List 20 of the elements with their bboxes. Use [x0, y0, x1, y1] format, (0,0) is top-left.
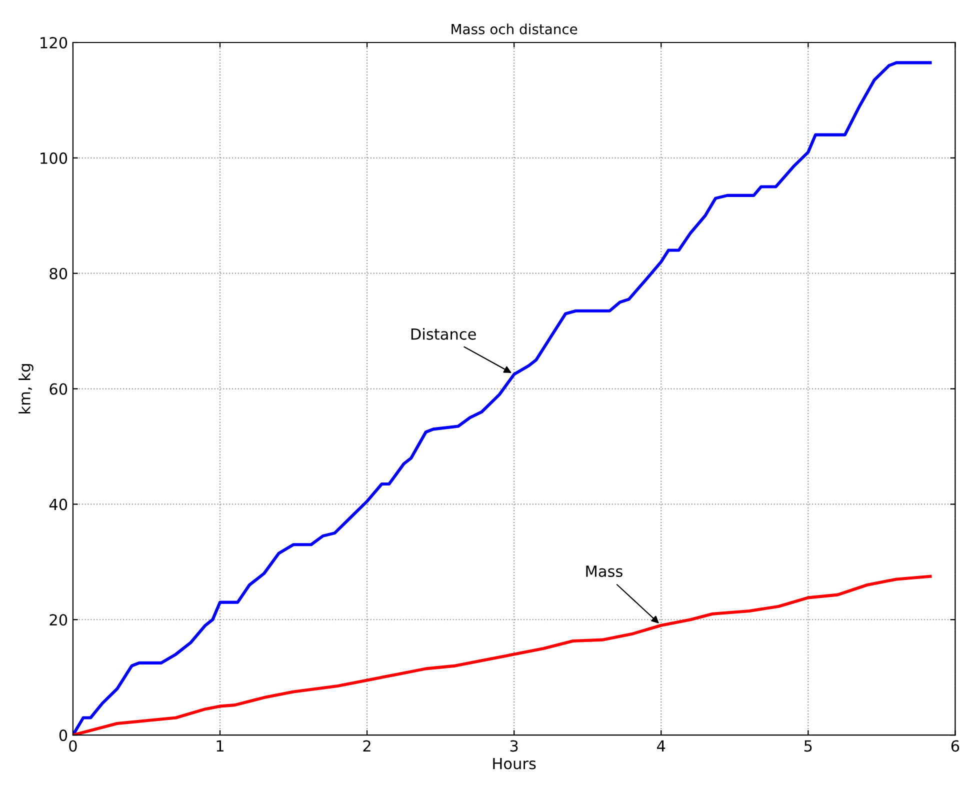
annotation: Mass	[586, 566, 622, 578]
x-tick-label: 6	[951, 740, 960, 752]
x-axis-title: Hours	[493, 758, 536, 770]
y-tick-label: 0	[59, 730, 68, 742]
annotation: Distance	[411, 328, 476, 340]
x-tick-label: 4	[657, 740, 666, 752]
y-tick-label: 20	[50, 614, 68, 626]
y-axis-title: km, kg	[18, 364, 34, 414]
x-tick-label: 3	[510, 740, 518, 752]
y-tick-label: 40	[49, 498, 68, 510]
chart-title: Mass och distance	[452, 24, 578, 34]
y-tick-label: 60	[50, 383, 68, 395]
x-tick-label: 0	[69, 740, 77, 752]
line-series	[72, 61, 932, 736]
y-tick-label: 100	[40, 152, 68, 164]
x-tick-label: 5	[804, 740, 812, 752]
y-tick-label: 80	[50, 268, 68, 280]
y-tick-label: 120	[40, 36, 68, 49]
x-tick-label: 1	[216, 740, 224, 752]
x-tick-label: 2	[363, 740, 370, 752]
